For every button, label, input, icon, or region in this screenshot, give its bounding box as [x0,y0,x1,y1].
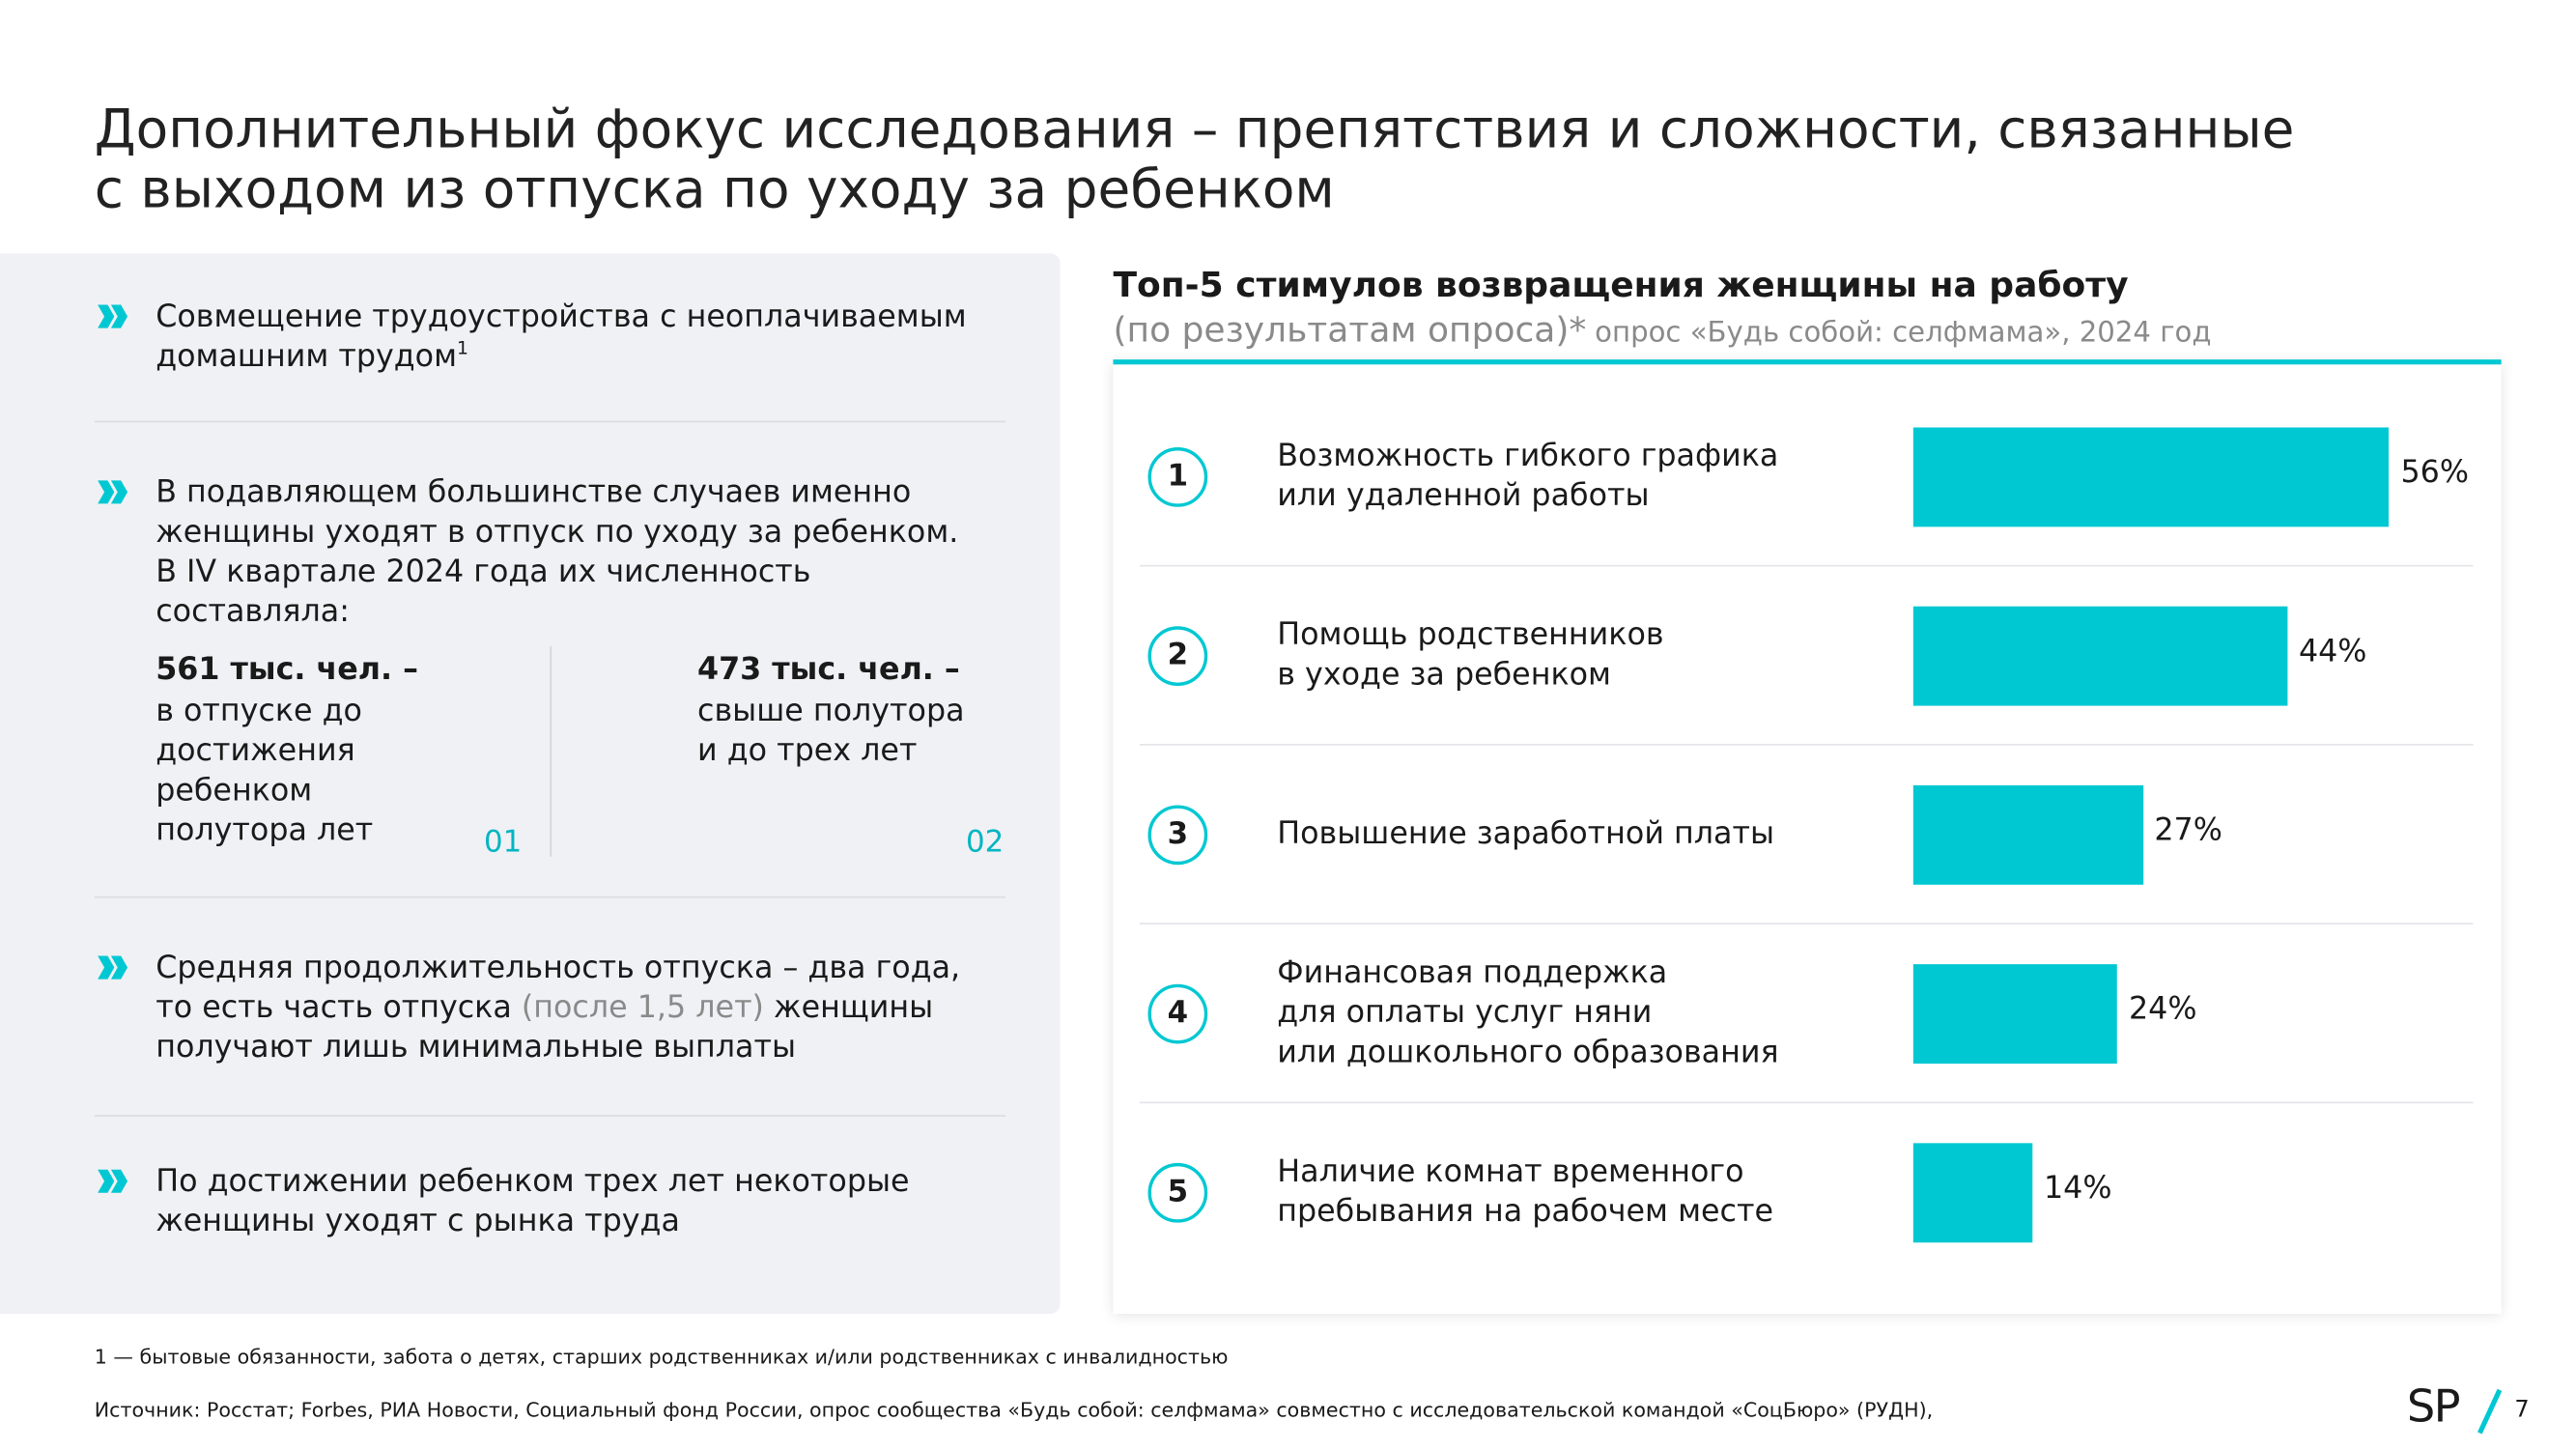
category-label: Наличие комнат временного пребывания на … [1277,1154,1773,1230]
footnote-mark: 1 [457,337,469,359]
bar [1912,1143,2032,1243]
bullet-icon [96,954,128,981]
stat-number: 01 [483,825,523,861]
value-label: 14% [2043,1171,2112,1207]
stat-value: 561 тыс. чел. – [156,652,418,688]
chevrons [98,1169,128,1193]
rank-badge: 2 [1147,626,1208,687]
bullet-text-part: женщины получают лишь минимальные выплат… [156,990,934,1066]
bullet-icon [96,479,128,505]
chart-title: Топ-5 стимулов возвращения женщины на ра… [1113,265,2129,305]
stat-text: свыше полутора и до трех лет [697,694,965,769]
row-separator [1139,1101,2474,1104]
stat-number: 02 [966,825,1005,861]
source: Источник: Росстат; Forbes, РИА Новости, … [94,1398,1934,1422]
rank-badge: 1 [1147,447,1208,507]
separator [94,420,1006,423]
bar [1912,606,2287,706]
row-separator [1139,923,2474,924]
logo: SP [2406,1381,2461,1434]
category-label: Повышение заработной платы [1277,816,1775,852]
chevrons [98,480,128,504]
rank-badge: 3 [1147,805,1208,866]
title: Дополнительный фокус исследования – преп… [94,98,2295,221]
value-label: 56% [2400,455,2470,491]
bullet-icon [96,1168,128,1194]
separator [94,896,1006,898]
row-separator [1139,564,2474,567]
bullet-text: Средняя продолжительность отпуска – два … [156,950,960,1068]
stat-divider [550,645,552,857]
logo-slash [2477,1388,2503,1435]
chart-top-rule [1113,359,2502,365]
bullet-icon [96,303,128,329]
value-label: 24% [2128,992,2197,1028]
chart-subtitle: (по результатам опроса)* [1113,309,1587,350]
chart-subtitle-line: (по результатам опроса)* опрос «Будь соб… [1113,310,2211,350]
bar [1912,427,2390,527]
bar [1912,784,2143,885]
page-number: 7 [2514,1396,2530,1424]
bullet-text-part: Средняя продолжительность отпуска – два … [156,951,961,1026]
rank-badge: 4 [1147,983,1208,1044]
footnote: 1 — бытовые обязанности, забота о детях,… [94,1345,1229,1369]
bullet-text: По достижении ребенком трех лет некоторы… [156,1164,910,1239]
stat-value: 473 тыс. чел. – [697,652,960,688]
category-label: Помощь родственников в уходе за ребенком [1277,617,1664,693]
value-label: 27% [2154,813,2222,849]
chart-source: опрос «Будь собой: селфмама», 2024 год [1595,316,2212,350]
left-panel [0,253,1061,1314]
row-separator [1139,744,2474,746]
stat-text: в отпуске до достижения ребенком полутор… [156,694,374,849]
bullet-text: В подавляющем большинстве случаев именно… [156,475,959,630]
value-label: 44% [2298,634,2367,669]
chevrons [98,955,128,980]
category-label: Возможность гибкого графика или удаленно… [1277,439,1779,514]
separator [94,1115,1006,1117]
bullet-text: Совмещение трудоустройства с неоплачивае… [156,299,967,375]
chevrons [98,304,128,328]
category-label: Финансовая поддержка для оплаты услуг ня… [1277,955,1779,1070]
bar [1912,964,2117,1065]
bullet-text-part: (после 1,5 лет) [521,990,764,1026]
rank-badge: 5 [1147,1162,1208,1223]
